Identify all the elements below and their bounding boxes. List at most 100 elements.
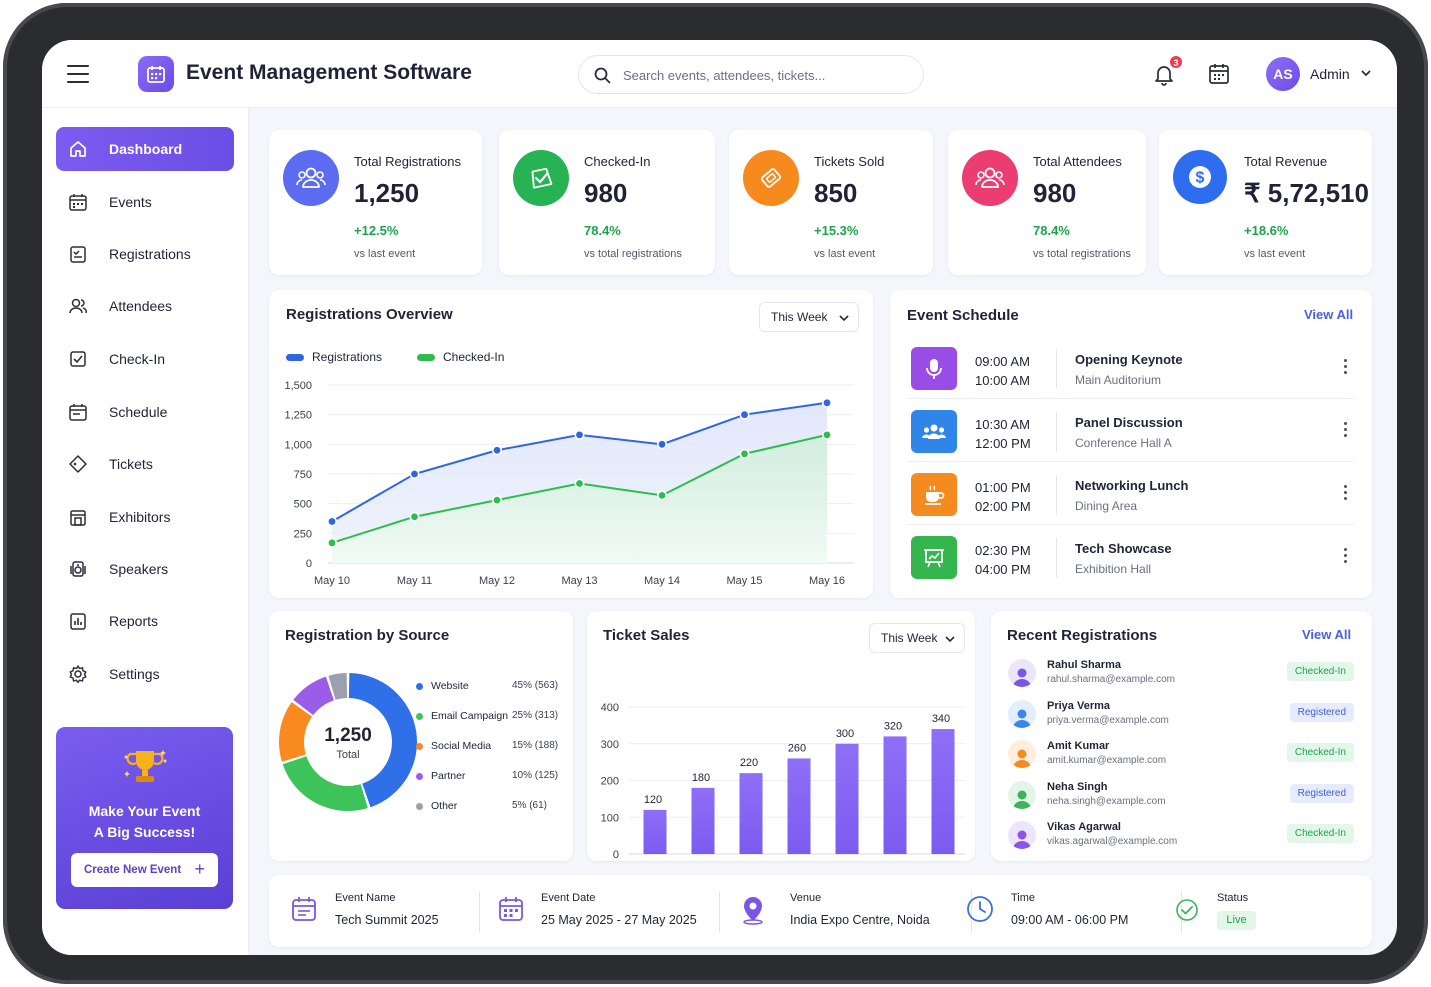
more-options-icon[interactable] <box>1340 422 1350 442</box>
sidebar-item-label: Check-In <box>109 351 166 367</box>
bell-icon[interactable] <box>1152 62 1176 86</box>
source-legend-item: Partner <box>416 770 556 782</box>
recent-registrations-card: Recent Registrations View All Rahul Shar… <box>991 611 1372 861</box>
registrations-range-dropdown[interactable]: This Week <box>759 302 859 332</box>
tablet-frame: Event Management Software 3 AS Admin Das… <box>3 3 1428 984</box>
more-options-icon[interactable] <box>1340 359 1350 379</box>
sidebar-item-exhibitors[interactable]: Exhibitors <box>56 495 234 539</box>
search-input[interactable] <box>621 65 911 85</box>
dollar-icon: $ <box>1173 150 1227 204</box>
schedule-item[interactable]: 01:00 PM 02:00 PM Networking Lunch Dining… <box>907 463 1354 525</box>
schedule-end: 04:00 PM <box>975 562 1031 577</box>
sidebar-item-reports[interactable]: Reports <box>56 599 234 643</box>
schedule-view-all-link[interactable]: View All <box>1304 307 1354 322</box>
hamburger-menu-icon[interactable] <box>67 65 89 83</box>
data-point <box>326 537 337 548</box>
legend-swatch <box>286 353 304 361</box>
source-legend-item: Email Campaign <box>416 710 556 722</box>
data-point <box>492 495 503 506</box>
sidebar-item-attendees[interactable]: Attendees <box>56 284 234 328</box>
schedule-location: Exhibition Hall <box>1075 562 1152 576</box>
more-options-icon[interactable] <box>1340 548 1350 568</box>
schedule-start: 01:00 PM <box>975 480 1031 495</box>
users-icon <box>962 150 1018 206</box>
data-point <box>739 448 750 459</box>
schedule-name: Opening Keynote <box>1075 352 1183 367</box>
stat-value: 850 <box>814 178 858 208</box>
donut-slice <box>293 676 334 716</box>
info-value: 09:00 AM - 06:00 PM <box>1011 913 1129 927</box>
recent-view-all-link[interactable]: View All <box>1302 627 1352 642</box>
x-tick-label: May 16 <box>809 575 845 587</box>
y-tick-label: 1,250 <box>284 410 312 422</box>
stat-subtext: vs last event <box>1244 248 1306 260</box>
sidebar-item-label: Registrations <box>109 246 191 262</box>
legend-dot <box>416 802 423 810</box>
registrant-email: neha.singh@example.com <box>1047 796 1166 807</box>
user-avatar[interactable]: AS <box>1266 57 1300 91</box>
schedule-item[interactable]: 09:00 AM 10:00 AM Opening Keynote Main Au… <box>907 337 1354 399</box>
status-info: Status Live <box>1175 875 1295 947</box>
user-avatar-icon <box>1008 781 1036 809</box>
sidebar-item-settings[interactable]: Settings <box>56 652 234 696</box>
sidebar-item-label: Settings <box>109 666 160 682</box>
info-value: 25 May 2025 - 27 May 2025 <box>541 913 697 927</box>
chevron-down-icon <box>945 636 955 643</box>
stat-subtext: vs last event <box>814 248 876 260</box>
user-name[interactable]: Admin <box>1310 66 1350 82</box>
svg-text:$: $ <box>1196 170 1205 187</box>
trophy-icon <box>124 750 167 782</box>
registrant-name: Priya Verma <box>1047 700 1110 712</box>
sidebar-item-tickets[interactable]: Tickets <box>56 442 234 486</box>
calendar-icon <box>67 191 89 213</box>
stat-card-tickets: Tickets Sold 850 +15.3% vs last event <box>729 130 933 275</box>
registration-row[interactable]: Priya Verma priya.verma@example.com Regi… <box>1008 695 1355 735</box>
sidebar-item-label: Exhibitors <box>109 509 171 525</box>
sidebar-item-registrations[interactable]: Registrations <box>56 232 234 276</box>
info-label: Event Date <box>541 892 596 904</box>
event-date-info: Event Date 25 May 2025 - 27 May 2025 <box>498 875 728 947</box>
source-legend-item: Website <box>416 680 556 692</box>
sidebar-item-check-in[interactable]: Check-In <box>56 337 234 381</box>
calendar-icon[interactable] <box>1208 62 1230 86</box>
schedule-item[interactable]: 10:30 AM 12:00 PM Panel Discussion Confer… <box>907 400 1354 462</box>
registrant-name: Amit Kumar <box>1047 740 1110 752</box>
event-schedule-title: Event Schedule <box>907 307 1019 324</box>
y-tick-label: 300 <box>601 739 619 751</box>
stat-change: 78.4% <box>1033 223 1070 238</box>
search-icon <box>594 67 611 84</box>
sidebar-item-dashboard[interactable]: Dashboard <box>56 127 234 171</box>
sidebar-item-label: Speakers <box>109 561 169 577</box>
source-pct: 10% (125) <box>512 770 559 781</box>
schedule-time: 01:00 PM 02:00 PM <box>975 478 1031 516</box>
data-point <box>739 409 750 420</box>
registration-row[interactable]: Neha Singh neha.singh@example.com Regist… <box>1008 776 1355 816</box>
info-value: India Expo Centre, Noida <box>790 913 930 927</box>
registration-row[interactable]: Rahul Sharma rahul.sharma@example.com Ch… <box>1008 654 1355 694</box>
sidebar-item-label: Schedule <box>109 404 168 420</box>
schedule-time: 02:30 PM 04:00 PM <box>975 541 1031 579</box>
schedule-location: Dining Area <box>1075 499 1138 513</box>
registration-row[interactable]: Amit Kumar amit.kumar@example.com Checke… <box>1008 735 1355 775</box>
series-area <box>332 434 827 563</box>
home-icon <box>67 138 89 160</box>
create-new-event-button[interactable]: Create New Event + <box>71 853 218 887</box>
schedule-item[interactable]: 02:30 PM 04:00 PM Tech Showcase Exhibitio… <box>907 526 1354 588</box>
search-bar[interactable] <box>578 55 924 94</box>
registrations-range-value: This Week <box>771 310 828 324</box>
bar <box>835 743 859 854</box>
registrations-overview-card: Registrations Overview This Week Registr… <box>269 290 873 598</box>
stat-change: +15.3% <box>814 223 859 238</box>
sidebar-item-schedule[interactable]: Schedule <box>56 390 234 434</box>
sidebar-item-speakers[interactable]: Speakers <box>56 547 234 591</box>
ticket-range-dropdown[interactable]: This Week <box>869 623 965 653</box>
stat-card-revenue: $ Total Revenue ₹ 5,72,510 +18.6% vs las… <box>1159 130 1372 275</box>
divider <box>719 891 720 933</box>
registration-row[interactable]: Vikas Agarwal vikas.agarwal@example.com … <box>1008 816 1355 856</box>
bar <box>787 758 811 854</box>
sidebar-item-events[interactable]: Events <box>56 180 234 224</box>
event-schedule-card: Event Schedule View All 09:00 AM 10:00 AM… <box>890 290 1372 598</box>
chevron-down-icon[interactable] <box>1360 68 1372 78</box>
y-tick-label: 100 <box>601 812 619 824</box>
more-options-icon[interactable] <box>1340 485 1350 505</box>
